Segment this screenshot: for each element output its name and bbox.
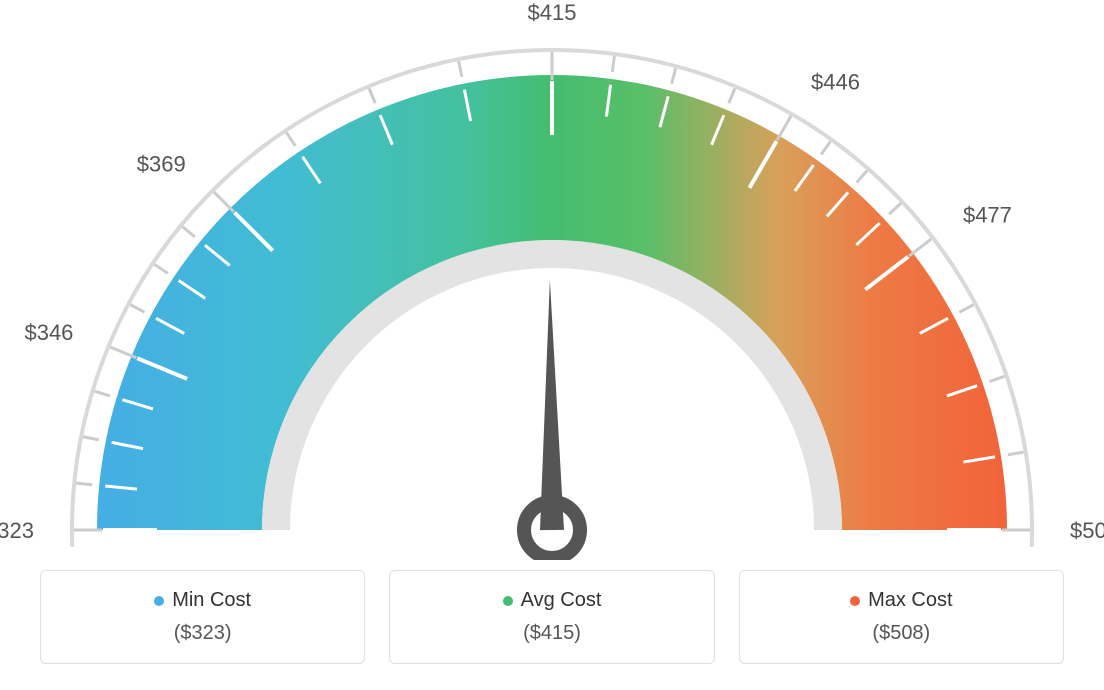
legend-dot-avg [503,596,513,606]
legend-label: Max Cost [868,589,952,612]
legend-value: ($508) [760,622,1043,645]
gauge-tick-outer [821,141,830,154]
legend-dot-min [154,596,164,606]
gauge-svg: $323 $346 $369 $415 $446 $477 $508 [0,0,1104,560]
gauge-chart: $323 $346 $369 $415 $446 $477 $508 [0,0,1104,560]
legend-card-max: Max Cost ($508) [739,570,1064,664]
gauge-tick-outer [83,437,99,440]
gauge-tick-outer [76,483,92,485]
gauge-tick-outer [110,347,136,358]
gauge-tick-outer [612,56,614,72]
gauge-tick-outer [857,171,868,183]
gauge-tick-outer [459,61,462,77]
legend-label: Avg Cost [521,589,602,612]
gauge-tick-outer [155,264,168,273]
gauge-tick-label: $446 [811,69,860,94]
legend-title: Min Cost [154,589,251,612]
gauge-tick-outer [1008,452,1024,455]
gauge-tick-outer [889,203,901,214]
legend-value: ($323) [61,622,344,645]
gauge-tick-outer [909,239,931,256]
legend-card-min: Min Cost ($323) [40,570,365,664]
gauge-tick-outer [672,68,676,83]
gauge-tick-outer [214,192,234,212]
legend-value: ($415) [410,622,693,645]
gauge-tick-outer [183,227,195,237]
gauge-tick-outer [777,116,791,140]
legend-label: Min Cost [172,589,251,612]
gauge-tick-label: $477 [963,203,1012,228]
gauge-tick-outer [95,391,110,396]
gauge-tick-label: $323 [0,518,34,543]
gauge-tick-label: $508 [1070,518,1104,543]
gauge-tick-label: $369 [137,152,186,177]
legend-row: Min Cost ($323) Avg Cost ($415) Max Cost… [0,570,1104,664]
legend-title: Max Cost [850,589,952,612]
gauge-tick-outer [729,88,735,103]
gauge-tick-outer [989,376,1004,381]
legend-dot-max [850,596,860,606]
legend-title: Avg Cost [503,589,602,612]
gauge-tick-outer [959,305,973,313]
gauge-tick-outer [286,133,295,146]
gauge-tick-label: $415 [528,0,577,25]
gauge-tick-label: $346 [24,320,73,345]
gauge-tick-outer [369,88,375,103]
legend-card-avg: Avg Cost ($415) [389,570,714,664]
gauge-needle [540,280,564,530]
gauge-tick-outer [130,305,144,313]
